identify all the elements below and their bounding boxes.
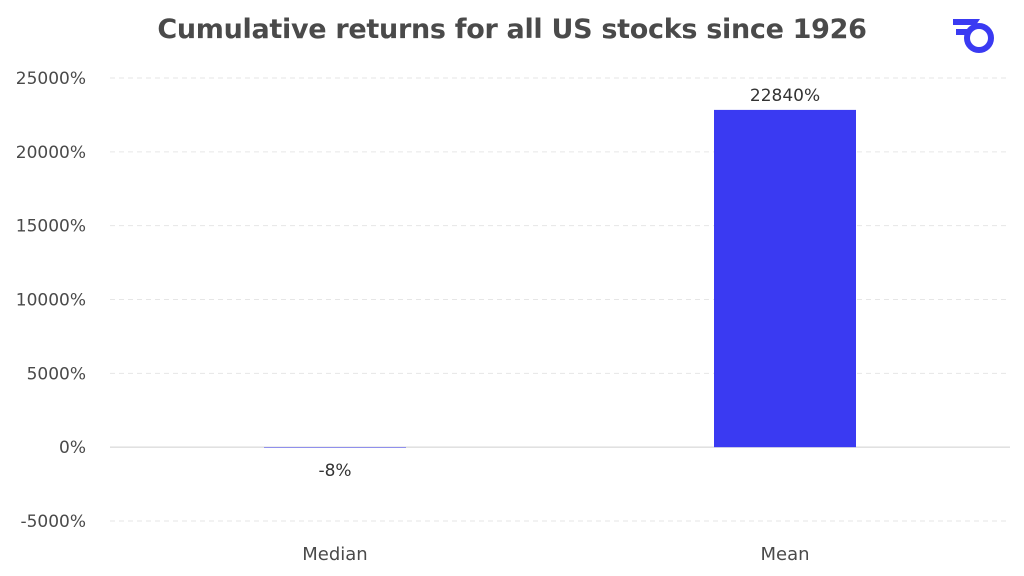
y-tick-label: 5000% [27, 364, 86, 384]
y-tick-label: 20000% [16, 143, 86, 163]
data-label-mean: 22840% [750, 86, 820, 106]
y-tick-label: 0% [59, 438, 86, 458]
chart-title: Cumulative returns for all US stocks sin… [157, 14, 867, 45]
y-tick-label: -5000% [20, 512, 86, 532]
bar-mean [714, 109, 856, 448]
y-tick-label: 10000% [16, 291, 86, 311]
brand-logo-icon [953, 19, 994, 53]
data-label-median: -8% [318, 461, 351, 481]
y-tick-label: 25000% [16, 69, 86, 89]
bar-median [264, 447, 406, 448]
x-category-label: Mean [760, 544, 809, 565]
y-tick-label: 15000% [16, 217, 86, 237]
x-category-label: Median [302, 544, 367, 565]
